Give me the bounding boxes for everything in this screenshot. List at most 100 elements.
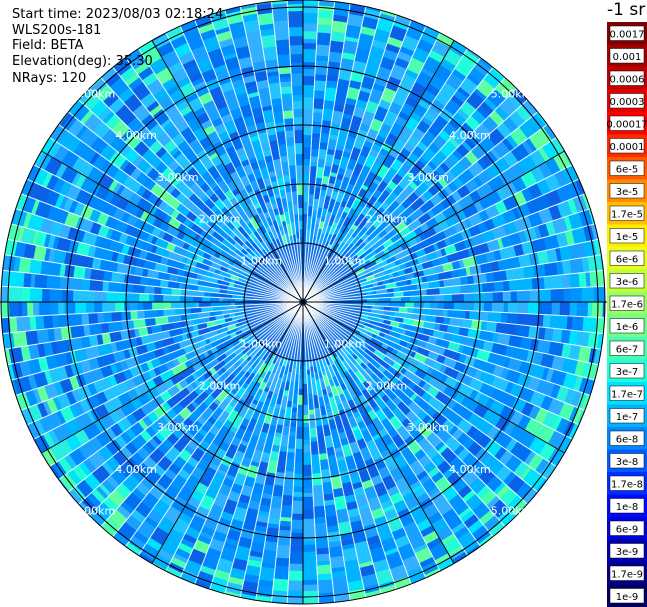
- ppi-cell: [353, 213, 366, 227]
- ppi-cell: [374, 369, 385, 380]
- ppi-cell: [61, 150, 80, 169]
- ppi-cell: [336, 375, 345, 386]
- ppi-cell: [438, 230, 447, 241]
- ppi-cell: [241, 243, 249, 251]
- ppi-cell: [188, 284, 199, 291]
- ppi-cell: [374, 396, 388, 411]
- ppi-cell: [241, 353, 249, 361]
- ppi-cell: [203, 124, 216, 136]
- ray-separator: [306, 269, 604, 303]
- colorbar-label: 0.0017: [610, 29, 645, 40]
- ppi-cell: [104, 427, 117, 442]
- ppi-cell: [194, 366, 208, 378]
- ppi-cell: [154, 286, 162, 295]
- ppi-cell: [209, 311, 217, 317]
- ppi-cell: [257, 12, 274, 26]
- ppi-cell: [53, 249, 67, 265]
- ppi-cell: [262, 443, 273, 454]
- ppi-cell: [41, 448, 59, 467]
- ray-separator: [304, 48, 468, 299]
- ppi-cell: [60, 166, 78, 184]
- ppi-cell: [138, 552, 154, 564]
- ppi-cell: [482, 340, 494, 353]
- ppi-cell: [507, 302, 518, 314]
- ppi-cell: [376, 66, 392, 81]
- ray-separator: [33, 303, 300, 440]
- ppi-cell: [419, 556, 436, 568]
- ppi-cell: [219, 81, 234, 93]
- ppi-cell: [276, 466, 286, 474]
- ppi-cell: [37, 356, 49, 373]
- ppi-cell: [371, 290, 377, 295]
- ppi-cell: [130, 434, 147, 451]
- ppi-cell: [328, 541, 342, 548]
- ppi-cell: [530, 166, 546, 183]
- ppi-cell: [79, 145, 97, 164]
- ppi-cell: [413, 487, 427, 499]
- ppi-cell: [470, 109, 487, 125]
- ppi-cell: [106, 227, 114, 240]
- ppi-cell: [431, 471, 444, 484]
- ppi-cell: [195, 261, 210, 272]
- ppi-cell: [267, 352, 273, 360]
- ppi-cell: [184, 530, 199, 540]
- ppi-cell: [251, 482, 265, 496]
- ppi-cell: [404, 96, 419, 109]
- ppi-cell: [327, 454, 337, 461]
- ppi-cell: [328, 463, 341, 478]
- ppi-cell: [456, 418, 473, 435]
- ppi-cell: [329, 123, 341, 136]
- ppi-cell: [100, 67, 117, 83]
- ppi-cell: [166, 408, 178, 420]
- ppi-cell: [426, 537, 442, 550]
- ppi-cell: [79, 109, 94, 125]
- range-label: 4.00km: [115, 129, 157, 142]
- ppi-cell: [97, 342, 113, 357]
- ppi-cell: [357, 217, 370, 230]
- ppi-cell: [275, 171, 284, 179]
- ppi-cell: [65, 351, 74, 365]
- ppi-cell: [523, 450, 537, 466]
- colorbar-label: 6e-6: [616, 254, 639, 265]
- ppi-cell: [233, 253, 241, 261]
- ppi-cell: [204, 386, 214, 397]
- ray-separator: [179, 25, 302, 299]
- ppi-cell: [185, 33, 205, 51]
- ppi-cell: [317, 579, 334, 594]
- ppi-cell: [28, 344, 40, 360]
- colorbar-label-box: [609, 520, 645, 536]
- ppi-cell: [353, 385, 363, 398]
- ppi-cell: [289, 45, 303, 55]
- ppi-cell: [386, 200, 400, 214]
- range-label: 5.00km: [74, 87, 116, 100]
- ppi-cell: [212, 140, 227, 157]
- ppi-cell: [534, 407, 549, 425]
- ppi-cell: [222, 361, 233, 371]
- ppi-cell: [303, 414, 310, 423]
- ppi-cell: [180, 126, 194, 140]
- ppi-cell: [261, 562, 276, 569]
- ppi-cell: [186, 456, 199, 469]
- ppi-cell: [128, 535, 146, 552]
- ppi-cell: [346, 384, 355, 394]
- ppi-cell: [274, 32, 290, 41]
- ppi-cell: [413, 103, 428, 118]
- ppi-cell: [94, 403, 110, 419]
- ppi-cell: [361, 16, 379, 30]
- ppi-cell: [387, 292, 394, 298]
- ppi-cell: [245, 349, 253, 357]
- ppi-cell: [230, 384, 241, 396]
- ppi-cell: [480, 153, 494, 168]
- ppi-cell: [131, 81, 146, 94]
- ray-separator: [112, 304, 301, 538]
- ppi-cell: [82, 91, 101, 111]
- ray-separator: [7, 302, 300, 366]
- ppi-cell: [428, 280, 441, 289]
- ppi-cell: [171, 288, 182, 296]
- ppi-cell: [348, 361, 359, 374]
- ppi-cell: [285, 191, 293, 203]
- ppi-cell: [63, 453, 78, 470]
- ppi-cell: [384, 137, 396, 147]
- ppi-cell: [482, 281, 495, 293]
- ppi-cell: [390, 306, 399, 313]
